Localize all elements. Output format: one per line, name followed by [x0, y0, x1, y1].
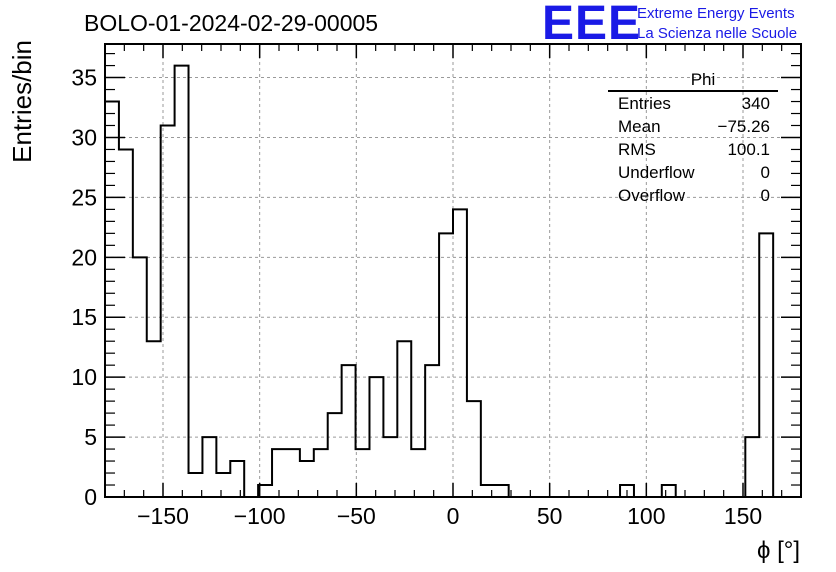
y-tick-label: 20 [71, 244, 97, 270]
stats-label: Entries [618, 94, 671, 113]
x-tick-label: 100 [627, 503, 665, 529]
y-tick-label: 30 [71, 124, 97, 150]
histogram-bin [383, 437, 397, 497]
histogram-bin [202, 437, 216, 497]
stats-row-entries: Entries 340 [608, 92, 778, 115]
histogram-bin [216, 473, 230, 497]
y-axis-label: Entries/bin [7, 40, 37, 163]
stats-value: −75.26 [717, 117, 770, 136]
eee-logo-line1: Extreme Energy Events [637, 5, 795, 22]
histogram-bin [481, 485, 495, 497]
histogram-bin [342, 365, 356, 497]
stats-label: RMS [618, 140, 656, 159]
axis-ticks [104, 44, 802, 498]
stats-value: 0 [760, 163, 770, 182]
x-tick-label: 0 [447, 503, 460, 529]
histogram-bin [328, 413, 342, 497]
x-tick-label: −100 [234, 503, 286, 529]
histogram-bin [467, 401, 481, 497]
y-tick-label: 25 [71, 184, 97, 210]
grid [105, 44, 801, 497]
y-tick-label: 10 [71, 364, 97, 390]
histogram-bin [411, 449, 425, 497]
stats-label: Mean [618, 117, 661, 136]
x-tick-label: 150 [724, 503, 762, 529]
stats-title: Phi [608, 70, 778, 92]
eee-logo-mark: EEE [542, 0, 642, 50]
stats-value: 100.1 [727, 140, 770, 159]
x-tick-label: 50 [537, 503, 563, 529]
histogram-bin [189, 473, 203, 497]
histogram-bin [175, 66, 189, 497]
stats-value: 0 [760, 186, 770, 205]
histogram-bin [230, 461, 244, 497]
histogram-bin [300, 461, 314, 497]
x-tick-label: −150 [137, 503, 189, 529]
y-tick-label: 5 [84, 424, 97, 450]
stats-row-rms: RMS 100.1 [608, 138, 778, 161]
y-tick-label: 15 [71, 304, 97, 330]
x-tick-label: −50 [337, 503, 376, 529]
histogram-bin [133, 257, 147, 497]
y-tick-label: 35 [71, 65, 97, 91]
y-tick-label: 0 [84, 484, 97, 510]
histogram-series-phi [105, 64, 801, 498]
histogram-bin [495, 485, 509, 497]
histogram-bin [662, 485, 676, 497]
histogram-bin [119, 149, 133, 497]
histogram-bin [397, 341, 411, 497]
x-axis-label: ϕ [°] [757, 537, 800, 564]
chart-title: BOLO-01-2024-02-29-00005 [84, 10, 379, 36]
histogram-bin [147, 341, 161, 497]
histogram-bin [759, 233, 773, 497]
histogram-bin [439, 233, 453, 497]
stats-label: Overflow [618, 186, 686, 205]
stats-row-overflow: Overflow 0 [608, 184, 778, 207]
histogram-bin [272, 449, 286, 497]
eee-logo-line2: La Scienza nelle Scuole [637, 25, 798, 42]
histogram-bin [425, 365, 439, 497]
histogram-bin [453, 209, 467, 497]
stats-value: 340 [741, 94, 770, 113]
stats-row-underflow: Underflow 0 [608, 161, 778, 184]
histogram-bin [745, 437, 759, 497]
histogram-bin [314, 449, 328, 497]
stats-label: Underflow [618, 163, 695, 182]
stats-row-mean: Mean −75.26 [608, 115, 778, 138]
axis-tick-labels: −150 −100 −50 0 50 100 150 0 5 10 15 20 25 30 35 [71, 65, 762, 529]
histogram-bin [356, 449, 370, 497]
histogram-bin [286, 449, 300, 497]
stats-box: Phi Entries 340 Mean −75.26 RMS 100.1 Un… [608, 70, 778, 207]
